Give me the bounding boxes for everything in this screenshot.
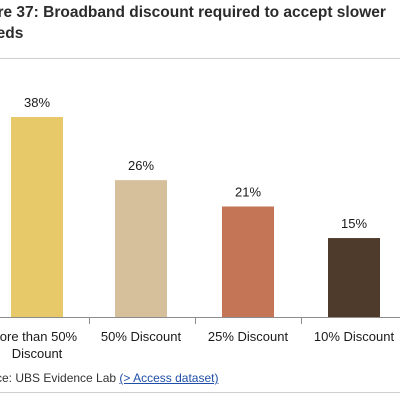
category-label-1-line-1: lore than 50% bbox=[0, 329, 78, 344]
access-dataset-link[interactable]: (> Access dataset) bbox=[119, 371, 219, 385]
bar-1 bbox=[11, 117, 63, 317]
figure-title-line-2: eeds bbox=[0, 25, 24, 42]
figure-title-line-1: ure 37: Broadband discount required to a… bbox=[0, 4, 386, 21]
data-label-1: 38% bbox=[24, 95, 50, 110]
data-label-2: 26% bbox=[128, 158, 154, 173]
bottom-divider bbox=[0, 392, 400, 393]
figure-title: ure 37: Broadband discount required to a… bbox=[0, 2, 400, 44]
category-label-4: 10% Discount bbox=[314, 329, 395, 344]
bar-2 bbox=[115, 180, 167, 317]
bar-chart: 38% 26% 21% 15% lore than 50% Discount 50% Dis… bbox=[0, 95, 400, 361]
source-text: rce: UBS Evidence Lab bbox=[0, 371, 120, 385]
bar-3 bbox=[222, 206, 274, 317]
data-label-3: 21% bbox=[235, 184, 261, 199]
category-label-2: 50% Discount bbox=[101, 329, 182, 344]
bar-4 bbox=[328, 238, 380, 317]
source-line: rce: UBS Evidence Lab (> Access dataset) bbox=[0, 371, 400, 385]
data-label-4: 15% bbox=[341, 216, 367, 231]
top-divider bbox=[0, 58, 400, 59]
category-label-1-line-2: Discount bbox=[12, 346, 63, 361]
category-label-3: 25% Discount bbox=[208, 329, 289, 344]
